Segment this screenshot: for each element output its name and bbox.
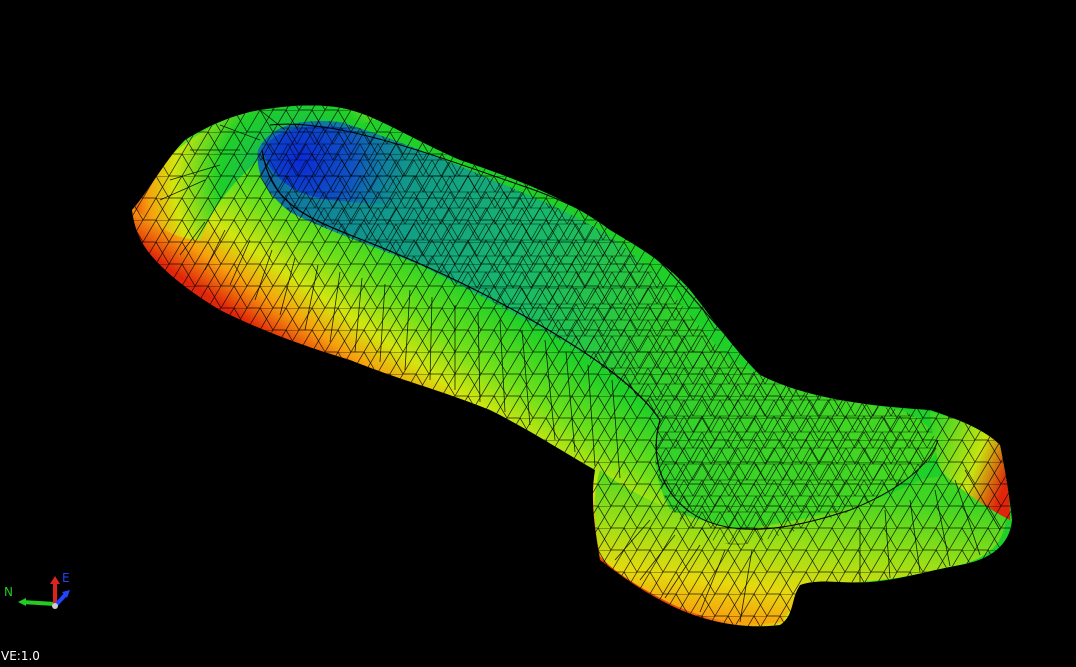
up-axis-head	[50, 576, 60, 584]
valley-rim-line-north	[269, 123, 931, 411]
east-axis-label: E	[62, 571, 70, 585]
east-axis-head	[62, 590, 70, 598]
north-axis-head	[18, 598, 26, 606]
north-axis-arrow	[21, 600, 56, 606]
vertical-exaggeration-label: VE:1.0	[1, 649, 40, 663]
axis-origin	[52, 603, 58, 609]
wireframe-floor-overlay	[257, 120, 937, 546]
valley-edge-line	[261, 149, 691, 513]
valley-rim-line-south	[689, 439, 939, 530]
north-axis-label: N	[4, 585, 13, 599]
wireframe-slope-lines	[159, 109, 1001, 623]
orientation-axis-triad: N E	[4, 571, 70, 609]
